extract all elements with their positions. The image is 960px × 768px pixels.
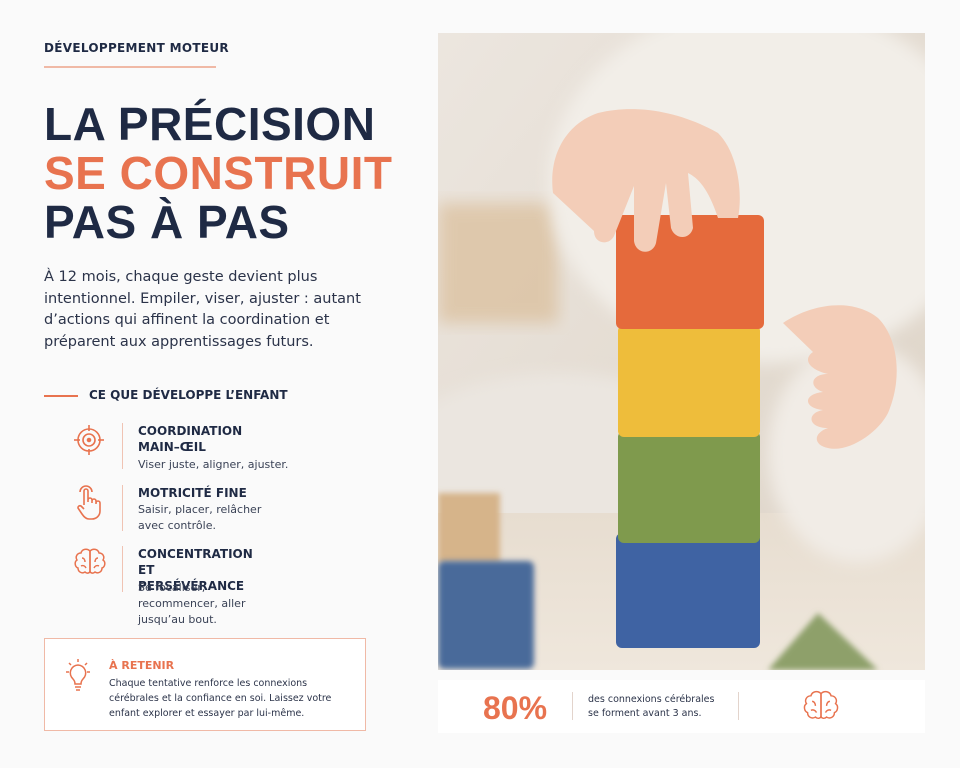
callout: À RETENIR Chaque tentative renforce les … <box>44 638 366 731</box>
skill-divider <box>122 546 123 592</box>
eyebrow: DÉVELOPPEMENT MOTEUR <box>44 41 229 55</box>
skill-description: Se focaliser, recommencer, aller jusqu’a… <box>138 581 246 626</box>
skill-divider <box>122 423 123 469</box>
brain-icon <box>803 690 839 719</box>
headline-line: PAS À PAS <box>44 196 290 248</box>
stat-value: 80% <box>483 690 548 726</box>
headline-line: LA PRÉCISION <box>44 98 376 150</box>
section-rule <box>44 395 78 397</box>
bulb-icon <box>66 659 90 691</box>
section-title: CE QUE DÉVELOPPE L’ENFANT <box>89 388 288 402</box>
stat-text: des connexions cérébrales se forment ava… <box>588 694 715 719</box>
skill-description: Viser juste, aligner, ajuster. <box>138 458 289 471</box>
eyebrow-rule <box>44 66 216 68</box>
brain-icon <box>74 548 106 574</box>
skill: COORDINATION MAIN–ŒIL Viser juste, align… <box>66 423 366 481</box>
hand-icon <box>77 485 101 520</box>
skill-title: COORDINATION MAIN–ŒIL <box>138 424 243 454</box>
skill-description: Saisir, placer, relâcher avec contrôle. <box>138 503 262 532</box>
headline-line: SE CONSTRUIT <box>44 147 393 199</box>
skill: CONCENTRATION ET PERSÉVÉRANCE Se focalis… <box>66 546 366 626</box>
skill: MOTRICITÉ FINE Saisir, placer, relâcher … <box>66 485 366 543</box>
headline: LA PRÉCISION SE CONSTRUIT PAS À PAS <box>44 100 392 247</box>
stat-bar: 80% des connexions cérébrales se forment… <box>438 680 925 733</box>
stat-divider <box>738 692 739 720</box>
skill-title: CONCENTRATION ET PERSÉVÉRANCE <box>138 547 253 593</box>
target-icon <box>74 425 104 455</box>
photo <box>438 33 925 670</box>
skill-title: MOTRICITÉ FINE <box>138 486 247 500</box>
callout-title: À RETENIR <box>109 659 175 672</box>
callout-text: Chaque tentative renforce les connexions… <box>109 678 332 719</box>
intro: À 12 mois, chaque geste devient plus int… <box>44 269 361 350</box>
skill-divider <box>122 485 123 531</box>
stat-divider <box>572 692 573 720</box>
